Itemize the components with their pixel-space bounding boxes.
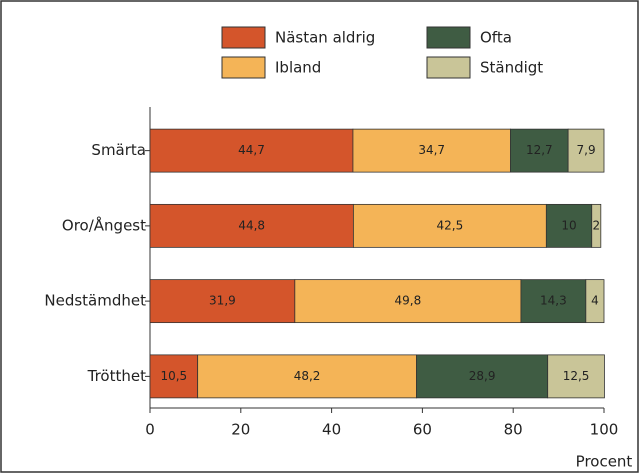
legend-swatch [426,26,471,49]
data-label: 31,9 [209,294,236,308]
bar-segment [352,203,547,248]
x-axis-label: Procent [576,453,633,471]
data-label: 10,5 [160,369,187,383]
data-label: 2 [592,218,600,232]
bar-segment [591,203,602,248]
data-label: 48,2 [294,369,321,383]
data-label: 44,7 [238,143,265,157]
bar-segment [352,128,511,173]
x-tick-label: 0 [145,421,155,439]
data-label: 34,7 [418,143,445,157]
bar-segment [520,279,587,324]
data-label: 10 [561,218,576,232]
bar-segment [149,203,354,248]
data-label: 42,5 [437,218,464,232]
y-tick-label: Nedstämdhet [44,292,146,310]
bar-segment [545,203,593,248]
x-tick-label: 20 [231,421,250,439]
data-label: 12,7 [526,143,553,157]
bar-segment [567,128,605,173]
data-label: 44,8 [238,218,265,232]
data-label: 14,3 [540,294,567,308]
bar-segment [149,128,354,173]
bar-segment [149,354,199,399]
legend-label: Ofta [480,29,512,47]
legend-swatch [426,56,471,79]
y-tick-label: Oro/Ångest [62,215,146,234]
y-tick-label: Smärta [91,141,146,159]
bar-segment [197,354,417,399]
x-tick-label: 40 [322,421,341,439]
legend-label: Ständigt [480,59,543,77]
legend-swatch [221,56,266,79]
y-tick-label: Trötthet [87,367,146,385]
bar-segment [547,354,605,399]
data-label: 7,9 [577,143,596,157]
legend-label: Nästan aldrig [275,29,375,47]
data-label: 4 [591,294,599,308]
bar-segment [294,279,522,324]
x-tick-label: 100 [590,421,619,439]
bar-segment [585,279,605,324]
bar-segment [510,128,569,173]
bar-segment [416,354,549,399]
bar-segment [149,279,296,324]
x-tick-label: 60 [413,421,432,439]
data-label: 12,5 [563,369,590,383]
legend-label: Ibland [275,59,321,77]
legend-swatch [221,26,266,49]
data-label: 28,9 [469,369,496,383]
x-tick-label: 80 [504,421,523,439]
data-label: 49,8 [395,294,422,308]
